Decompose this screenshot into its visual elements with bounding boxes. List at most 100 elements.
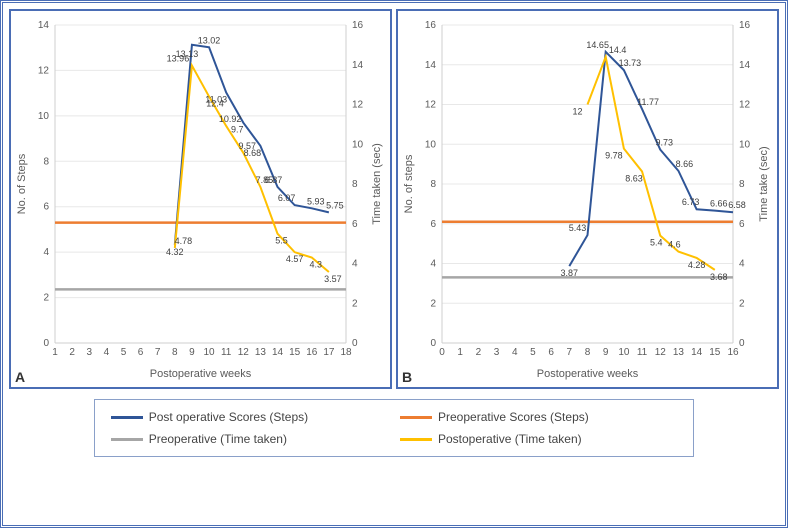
svg-text:6.66: 6.66 [710, 199, 728, 209]
svg-text:6.87: 6.87 [265, 175, 283, 185]
svg-text:13.73: 13.73 [619, 58, 642, 68]
svg-text:17: 17 [323, 347, 335, 358]
charts-row: 0246810121402468101214161234567891011121… [9, 9, 779, 389]
svg-text:13.13: 13.13 [176, 49, 199, 59]
svg-text:4.3: 4.3 [310, 260, 323, 270]
svg-text:13.02: 13.02 [198, 35, 221, 45]
legend-label: Preoperative (Time taken) [149, 432, 287, 446]
panel-a-label: A [15, 369, 25, 385]
svg-text:6.73: 6.73 [682, 197, 700, 207]
legend-label: Post operative Scores (Steps) [149, 410, 308, 424]
svg-text:11: 11 [637, 347, 648, 358]
svg-text:9.78: 9.78 [605, 151, 623, 161]
svg-text:14: 14 [691, 347, 703, 358]
svg-text:0: 0 [430, 338, 436, 349]
svg-text:8.66: 8.66 [676, 159, 694, 169]
svg-text:10: 10 [38, 111, 50, 122]
svg-text:3.57: 3.57 [324, 274, 342, 284]
svg-text:6.58: 6.58 [728, 200, 746, 210]
svg-text:12: 12 [425, 100, 437, 111]
svg-text:4.32: 4.32 [166, 247, 184, 257]
svg-text:5.5: 5.5 [275, 236, 288, 246]
svg-text:11.03: 11.03 [205, 94, 227, 104]
svg-text:9.73: 9.73 [655, 138, 673, 148]
svg-text:8: 8 [430, 179, 436, 190]
svg-text:4.78: 4.78 [175, 236, 193, 246]
svg-text:10: 10 [739, 139, 751, 150]
svg-text:5.43: 5.43 [569, 223, 587, 233]
svg-text:5.93: 5.93 [307, 196, 325, 206]
svg-text:7: 7 [155, 347, 161, 358]
svg-text:Postoperative weeks: Postoperative weeks [150, 368, 252, 380]
svg-text:11: 11 [221, 347, 232, 358]
svg-text:0: 0 [43, 338, 49, 349]
svg-text:4.57: 4.57 [286, 254, 304, 264]
svg-text:12: 12 [572, 107, 582, 117]
svg-text:2: 2 [69, 347, 75, 358]
svg-text:16: 16 [739, 20, 751, 31]
svg-text:Time take (sec): Time take (sec) [758, 146, 770, 221]
svg-text:16: 16 [352, 20, 364, 31]
chart-panel-a: 0246810121402468101214161234567891011121… [9, 9, 392, 389]
svg-text:4: 4 [739, 259, 745, 270]
svg-text:10: 10 [425, 139, 437, 150]
svg-text:5: 5 [121, 347, 127, 358]
svg-text:14: 14 [739, 60, 751, 71]
svg-text:13: 13 [255, 347, 267, 358]
svg-text:15: 15 [709, 347, 721, 358]
svg-text:9: 9 [603, 347, 609, 358]
svg-text:8: 8 [352, 179, 358, 190]
svg-text:4: 4 [430, 259, 436, 270]
figure-frame: 0246810121402468101214161234567891011121… [0, 0, 788, 528]
svg-text:8: 8 [172, 347, 178, 358]
svg-text:2: 2 [739, 298, 745, 309]
legend-item: Postoperative (Time taken) [400, 432, 677, 446]
legend-box: Post operative Scores (Steps) Preoperativ… [94, 399, 695, 457]
svg-text:5: 5 [530, 347, 536, 358]
svg-text:4: 4 [43, 247, 49, 258]
svg-text:14.65: 14.65 [586, 40, 609, 50]
svg-text:15: 15 [289, 347, 301, 358]
svg-text:6: 6 [352, 219, 358, 230]
svg-text:6: 6 [548, 347, 554, 358]
svg-text:10.92: 10.92 [219, 114, 242, 124]
svg-text:4.28: 4.28 [688, 260, 706, 270]
panel-b-label: B [402, 369, 412, 385]
svg-text:6: 6 [138, 347, 144, 358]
svg-text:4.6: 4.6 [668, 240, 681, 250]
svg-text:Time taken (sec): Time taken (sec) [371, 143, 383, 225]
svg-text:9.7: 9.7 [231, 125, 244, 135]
svg-text:14: 14 [38, 20, 50, 31]
chart-b-svg: 0246810121416024681012141601234567891011… [398, 11, 777, 387]
svg-text:14: 14 [272, 347, 284, 358]
svg-text:12: 12 [352, 100, 364, 111]
svg-text:0: 0 [739, 338, 745, 349]
svg-text:9: 9 [189, 347, 195, 358]
svg-text:6: 6 [43, 202, 49, 213]
svg-text:2: 2 [430, 298, 436, 309]
svg-text:13: 13 [673, 347, 685, 358]
svg-text:3.87: 3.87 [561, 268, 579, 278]
svg-text:12: 12 [38, 65, 50, 76]
svg-text:18: 18 [340, 347, 352, 358]
svg-text:7: 7 [567, 347, 573, 358]
svg-text:12: 12 [238, 347, 250, 358]
svg-text:3: 3 [86, 347, 92, 358]
legend-label: Preoperative Scores (Steps) [438, 410, 589, 424]
svg-text:12: 12 [739, 100, 751, 111]
svg-text:2: 2 [352, 298, 358, 309]
svg-text:8.68: 8.68 [244, 148, 262, 158]
legend-item: Preoperative (Time taken) [111, 432, 388, 446]
svg-text:8.63: 8.63 [625, 173, 643, 183]
svg-text:4: 4 [104, 347, 110, 358]
svg-text:3: 3 [494, 347, 500, 358]
svg-text:8: 8 [739, 179, 745, 190]
svg-text:2: 2 [43, 293, 49, 304]
chart-a-svg: 0246810121402468101214161234567891011121… [11, 11, 390, 387]
legend-item: Post operative Scores (Steps) [111, 410, 388, 424]
svg-text:No. of steps: No. of steps [403, 154, 415, 213]
svg-text:Postoperative weeks: Postoperative weeks [537, 368, 639, 380]
svg-text:1: 1 [457, 347, 463, 358]
svg-text:8: 8 [43, 156, 49, 167]
svg-text:14.4: 14.4 [609, 45, 627, 55]
